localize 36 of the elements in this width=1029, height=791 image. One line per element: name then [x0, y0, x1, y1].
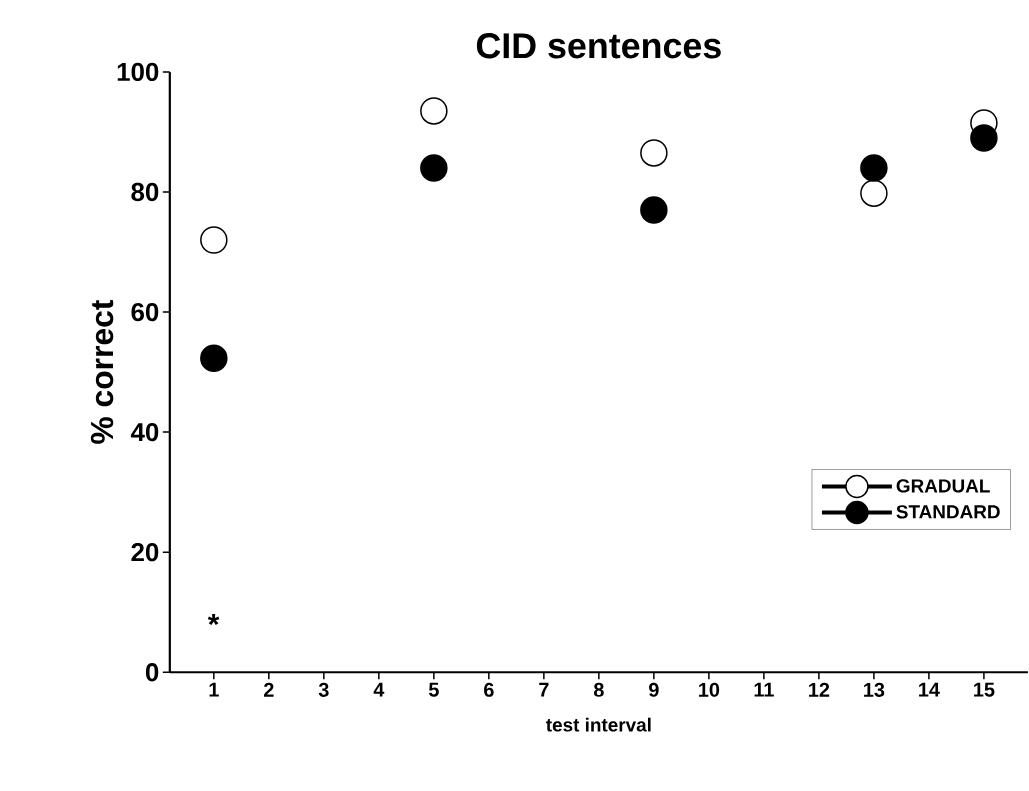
x-tick-label: 5 [428, 682, 439, 697]
y-tick-label: 20 [131, 542, 159, 562]
x-tick-label: 10 [699, 682, 720, 697]
y-tick-label: 60 [131, 302, 159, 322]
x-tick-label: 13 [864, 682, 885, 697]
legend-label: GRADUAL [896, 479, 990, 493]
x-tick-label: 3 [318, 682, 329, 697]
point [640, 139, 668, 167]
point [860, 154, 888, 182]
point [420, 97, 448, 125]
x-tick-label: 14 [919, 682, 940, 697]
legend-label: STANDARD [896, 505, 1000, 519]
point [200, 226, 228, 254]
point [420, 154, 448, 182]
x-tick-label: 6 [484, 682, 494, 697]
chart-title: CID sentences [476, 33, 721, 59]
x-axis-title: test interval [546, 717, 651, 732]
y-axis-title: % correct [90, 299, 114, 444]
x-tick-label: 12 [809, 682, 830, 697]
x-tick-label: 2 [263, 682, 274, 697]
point [200, 344, 228, 372]
y-tick-label: 100 [117, 62, 159, 81]
point [970, 124, 998, 152]
x-tick-label: 1 [209, 682, 219, 697]
y-tick-label: 0 [145, 663, 159, 682]
x-tick-label: 11 [754, 682, 774, 697]
x-tick-label: 9 [649, 682, 659, 697]
annotation: * [207, 613, 220, 626]
x-tick-label: 4 [373, 682, 385, 697]
point [860, 179, 888, 207]
y-tick-label: 40 [130, 422, 159, 442]
point [640, 196, 668, 224]
x-tick-label: 15 [974, 682, 995, 697]
y-tick-label: 80 [131, 182, 159, 202]
x-tick-label: 7 [539, 682, 549, 697]
x-tick-label: 8 [593, 682, 604, 697]
